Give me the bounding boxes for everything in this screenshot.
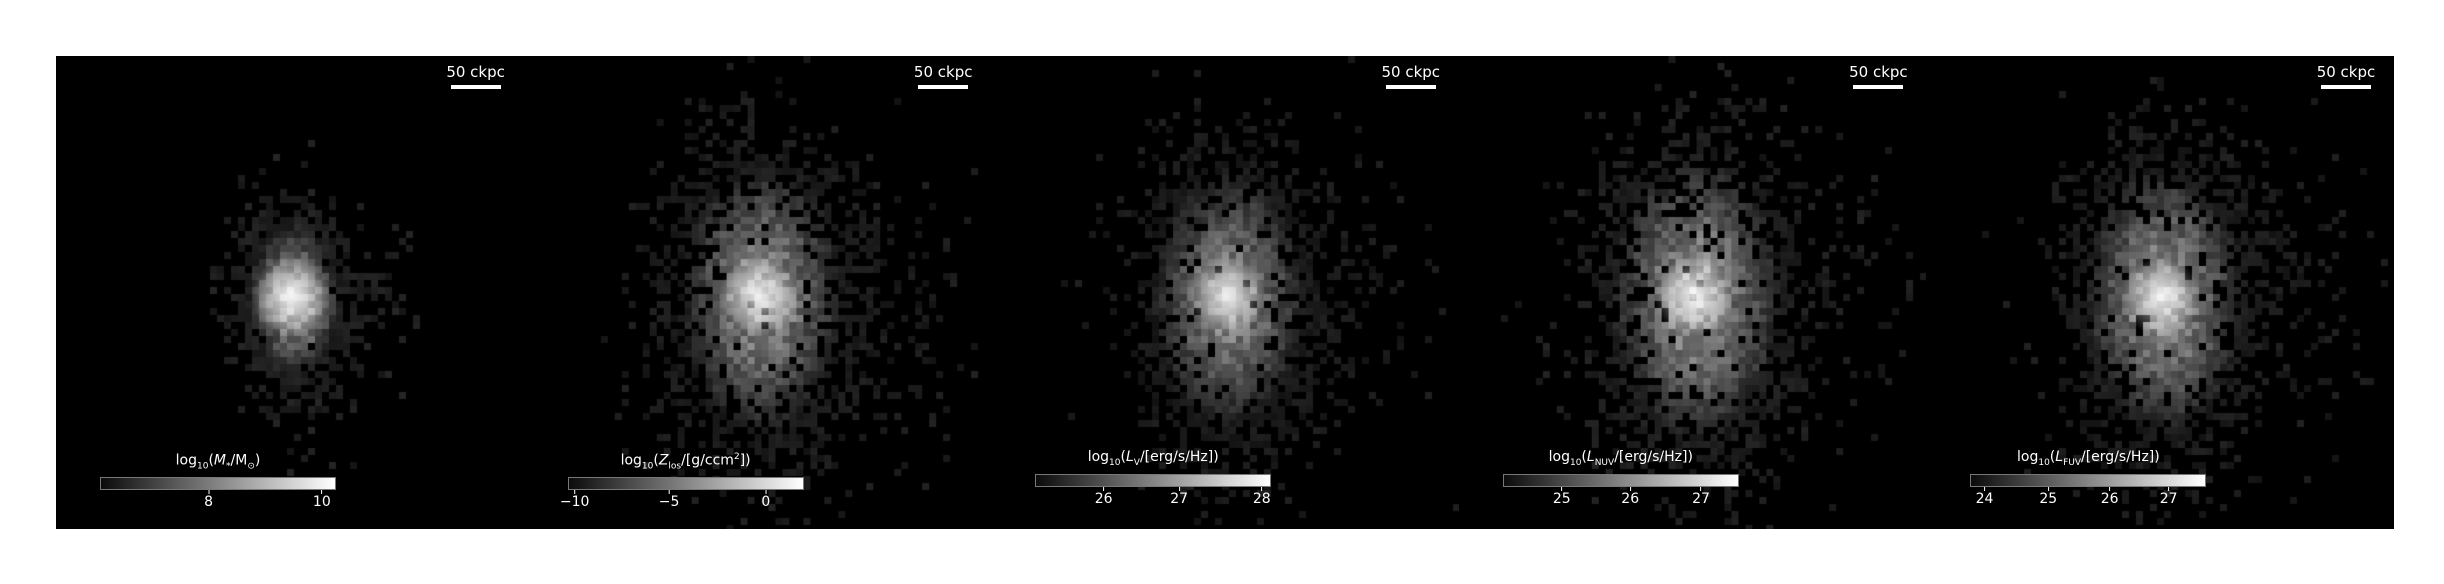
colorbar-tick: 26 — [1094, 486, 1113, 507]
colorbar-title: log10(Zlos/[g/ccm2]) — [620, 452, 751, 472]
colorbar-tick-mark — [1984, 486, 1986, 491]
scale-bar: 50 ckpc — [1848, 63, 1908, 89]
galaxy-map-image — [1926, 56, 2394, 529]
colorbar-title: log10(LNUV/[erg/s/Hz]) — [1548, 449, 1693, 468]
colorbar-tick-label: 26 — [1621, 490, 1640, 507]
colorbar-tick-mark — [574, 490, 576, 495]
colorbar-tick-label: 10 — [312, 494, 331, 511]
colorbar-tick-label: 27 — [2159, 490, 2178, 507]
colorbar-tick-mark — [2047, 486, 2049, 491]
colorbar-title: log10(M*/M⊙) — [175, 452, 261, 472]
colorbar-tick-mark — [321, 490, 323, 495]
colorbar-tick: −5 — [658, 490, 680, 511]
colorbar-tick-mark — [1700, 486, 1702, 491]
colorbar-tick-label: 8 — [204, 494, 214, 511]
colorbar-tick-mark — [1261, 486, 1263, 491]
colorbar-gradient — [567, 477, 804, 491]
colorbar-tick: 28 — [1252, 486, 1271, 507]
colorbar-tick-label: 27 — [1170, 490, 1189, 507]
colorbar-tick: 8 — [204, 490, 213, 510]
panel-fuv-luminosity: 50 ckpc log10(LFUV/[erg/s/Hz]) 24 25 26 27 — [1926, 56, 2394, 529]
colorbar-tick: 26 — [1621, 486, 1640, 507]
colorbar-gradient — [1035, 473, 1272, 487]
scale-bar: 50 ckpc — [913, 63, 973, 89]
scale-bar-label: 50 ckpc — [1849, 63, 1908, 81]
colorbar-ticks: 26 27 28 — [1035, 486, 1271, 507]
colorbar-ticks: 25 26 27 — [1503, 486, 1739, 507]
galaxy-map-image — [56, 56, 524, 529]
colorbar-title: log10(LFUV/[erg/s/Hz]) — [2017, 449, 2160, 468]
galaxy-map-image — [523, 56, 992, 529]
colorbar-tick-mark — [1103, 486, 1105, 491]
scale-bar-line — [450, 85, 501, 89]
colorbar-tick-label: 28 — [1252, 490, 1271, 507]
colorbar: log10(M*/M⊙) 8 10 — [100, 448, 336, 510]
colorbar-tick: 24 — [1975, 486, 1994, 507]
colorbar-tick-label: 25 — [1552, 490, 1571, 507]
colorbar-tick: 27 — [1170, 486, 1189, 507]
colorbar-tick-label: 0 — [761, 494, 771, 511]
scale-bar-label: 50 ckpc — [446, 63, 505, 81]
scale-bar: 50 ckpc — [1381, 63, 1441, 89]
colorbar: log10(LFUV/[erg/s/Hz]) 24 25 26 27 — [1970, 448, 2207, 507]
scale-bar-label: 50 ckpc — [1381, 63, 1441, 81]
scale-bar-line — [918, 85, 969, 89]
scale-bar-line — [1853, 85, 1904, 89]
colorbar-tick-mark — [2168, 486, 2170, 491]
colorbar-tick-label: 27 — [1692, 490, 1710, 507]
colorbar-tick-mark — [208, 490, 210, 495]
colorbar-tick: 27 — [2159, 486, 2178, 507]
scale-bar-line — [1385, 85, 1436, 89]
colorbar-tick-mark — [765, 490, 767, 495]
panel-v-band-luminosity: 50 ckpc log10(LV/[erg/s/Hz]) 26 27 28 — [991, 56, 1459, 529]
colorbar-ticks: −10 −5 0 — [560, 490, 804, 511]
colorbar-tick-label: 25 — [2039, 490, 2058, 507]
colorbar-ticks: 8 10 — [100, 490, 336, 510]
colorbar: log10(LNUV/[erg/s/Hz]) 25 26 27 — [1502, 448, 1739, 507]
colorbar-tick-mark — [1629, 486, 1631, 491]
colorbar-tick-mark — [668, 490, 670, 495]
figure-strip: 50 ckpc log10(M*/M⊙) 8 10 50 ckpc log10(Z… — [56, 56, 2394, 529]
colorbar-tick-mark — [1178, 486, 1180, 491]
colorbar: log10(LV/[erg/s/Hz]) 26 27 28 — [1035, 448, 1272, 507]
colorbar-tick-label: −5 — [658, 494, 680, 511]
colorbar-gradient — [1970, 473, 2207, 487]
galaxy-map-image — [1458, 56, 1927, 529]
panel-metallicity: 50 ckpc log10(Zlos/[g/ccm2]) −10 −5 0 — [523, 56, 992, 529]
colorbar-tick: 25 — [1552, 486, 1571, 507]
colorbar-tick: −10 — [559, 490, 590, 511]
colorbar-tick-mark — [1561, 486, 1563, 491]
colorbar-tick-mark — [2109, 486, 2111, 491]
colorbar-title: log10(LV/[erg/s/Hz]) — [1087, 449, 1219, 468]
panel-stellar-mass: 50 ckpc log10(M*/M⊙) 8 10 — [56, 56, 524, 529]
galaxy-map-image — [991, 56, 1459, 529]
colorbar-gradient — [100, 477, 336, 491]
colorbar-gradient — [1502, 473, 1739, 487]
colorbar-tick-label: 24 — [1975, 490, 1994, 507]
colorbar-ticks: 24 25 26 27 — [1970, 486, 2206, 507]
colorbar-tick-label: −10 — [559, 494, 590, 511]
colorbar-tick: 0 — [761, 490, 770, 510]
scale-bar-line — [2320, 85, 2371, 89]
scale-bar-label: 50 ckpc — [2316, 63, 2376, 81]
colorbar-tick: 25 — [2039, 486, 2058, 507]
colorbar-tick: 10 — [313, 490, 331, 510]
colorbar-tick: 26 — [2100, 486, 2119, 507]
scale-bar: 50 ckpc — [2316, 63, 2376, 89]
scale-bar-label: 50 ckpc — [913, 63, 973, 81]
panel-nuv-luminosity: 50 ckpc log10(LNUV/[erg/s/Hz]) 25 26 27 — [1458, 56, 1927, 529]
colorbar-tick-label: 26 — [1094, 490, 1113, 507]
colorbar: log10(Zlos/[g/ccm2]) −10 −5 0 — [560, 448, 804, 511]
colorbar-tick: 27 — [1692, 486, 1710, 507]
colorbar-tick-label: 26 — [2100, 490, 2119, 507]
scale-bar: 50 ckpc — [446, 63, 506, 89]
